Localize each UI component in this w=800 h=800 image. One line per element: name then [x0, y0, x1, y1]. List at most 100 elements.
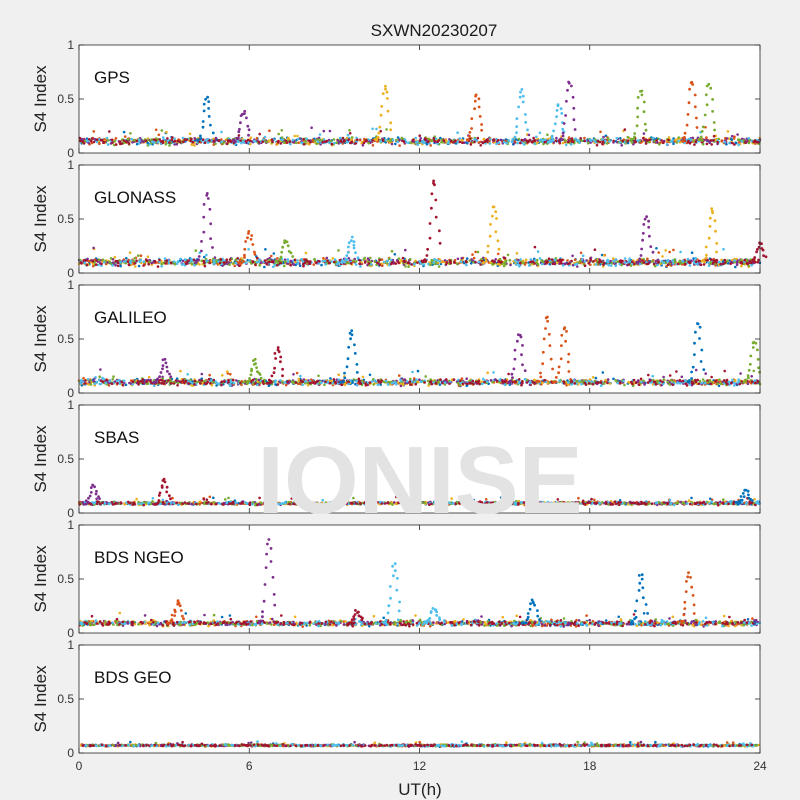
- data-point: [669, 140, 673, 143]
- data-point-spike: [242, 260, 245, 263]
- data-point: [265, 140, 269, 144]
- data-point: [535, 135, 538, 139]
- data-point: [220, 140, 223, 143]
- data-point: [263, 135, 267, 139]
- data-point: [137, 254, 140, 257]
- data-point: [337, 378, 341, 382]
- data-point: [169, 261, 173, 265]
- data-point: [593, 248, 597, 251]
- data-point-spike: [257, 371, 261, 375]
- data-point: [378, 263, 382, 267]
- data-point: [294, 141, 298, 145]
- data-point: [111, 141, 114, 144]
- data-point: [95, 138, 99, 141]
- data-point: [232, 381, 236, 385]
- data-point: [105, 378, 108, 382]
- data-point: [317, 259, 321, 263]
- data-point-spike: [281, 367, 284, 371]
- data-point-spike: [542, 337, 546, 341]
- data-point-spike: [762, 254, 765, 257]
- data-point-spike: [169, 375, 173, 379]
- data-point: [563, 382, 566, 385]
- data-point: [92, 140, 96, 144]
- data-point: [390, 142, 394, 146]
- data-point: [639, 377, 643, 381]
- data-point-spike: [349, 337, 352, 341]
- data-point-spike: [703, 260, 706, 264]
- data-point: [465, 382, 469, 386]
- data-point-spike: [355, 371, 359, 374]
- data-point: [420, 380, 423, 384]
- data-point: [486, 138, 489, 141]
- data-point-spike: [703, 113, 707, 117]
- data-point: [176, 260, 180, 263]
- data-point-spike: [698, 325, 702, 329]
- data-point: [92, 246, 95, 250]
- data-point: [684, 380, 687, 383]
- data-point: [495, 379, 499, 383]
- data-point: [729, 262, 732, 266]
- data-point: [304, 251, 308, 255]
- data-point: [469, 143, 473, 146]
- data-point: [677, 136, 680, 139]
- data-point: [573, 382, 576, 385]
- data-point: [710, 143, 713, 146]
- data-point: [214, 142, 217, 146]
- data-point: [232, 261, 236, 265]
- figure-title: SXWN20230207: [371, 21, 498, 40]
- y-tick-label: 1: [67, 158, 74, 172]
- data-point-spike: [281, 245, 285, 249]
- data-point: [672, 262, 675, 265]
- data-point: [590, 380, 593, 383]
- data-point: [270, 260, 274, 264]
- data-point: [90, 137, 94, 140]
- data-point: [80, 137, 84, 141]
- data-point: [220, 138, 223, 141]
- data-point: [730, 382, 733, 385]
- data-point: [129, 132, 132, 135]
- data-point: [203, 379, 206, 383]
- data-point: [227, 140, 230, 143]
- data-point-spike: [273, 366, 276, 370]
- data-point-spike: [247, 133, 250, 137]
- data-point: [137, 138, 141, 142]
- data-point: [296, 262, 300, 265]
- data-point: [516, 141, 519, 145]
- data-point: [520, 138, 524, 142]
- data-point: [292, 373, 295, 376]
- data-point-spike: [254, 362, 257, 365]
- data-point: [137, 383, 140, 386]
- data-point: [578, 141, 581, 145]
- data-point-spike: [715, 250, 718, 254]
- data-point: [637, 139, 640, 142]
- data-point: [702, 263, 706, 266]
- data-point: [133, 262, 137, 265]
- data-point: [116, 264, 120, 268]
- data-point-spike: [340, 259, 344, 263]
- data-point: [538, 257, 542, 260]
- data-point: [601, 140, 605, 143]
- data-point: [712, 259, 715, 263]
- data-point: [579, 137, 582, 140]
- data-point: [151, 140, 154, 144]
- data-point: [284, 139, 287, 142]
- data-point: [386, 383, 390, 386]
- data-point: [362, 141, 366, 145]
- data-point: [83, 258, 86, 262]
- data-point: [642, 132, 646, 135]
- data-point: [150, 381, 153, 385]
- data-point: [705, 142, 709, 146]
- data-point: [124, 383, 128, 387]
- data-point: [274, 379, 277, 382]
- data-point-spike: [693, 93, 697, 97]
- data-point: [349, 141, 353, 144]
- data-point: [366, 257, 370, 260]
- data-point: [427, 137, 431, 141]
- data-point: [598, 259, 602, 262]
- data-point: [568, 261, 571, 265]
- data-point: [89, 383, 93, 386]
- data-point-spike: [209, 222, 213, 226]
- data-point-spike: [511, 376, 514, 379]
- data-point: [641, 259, 644, 262]
- data-point: [182, 140, 185, 144]
